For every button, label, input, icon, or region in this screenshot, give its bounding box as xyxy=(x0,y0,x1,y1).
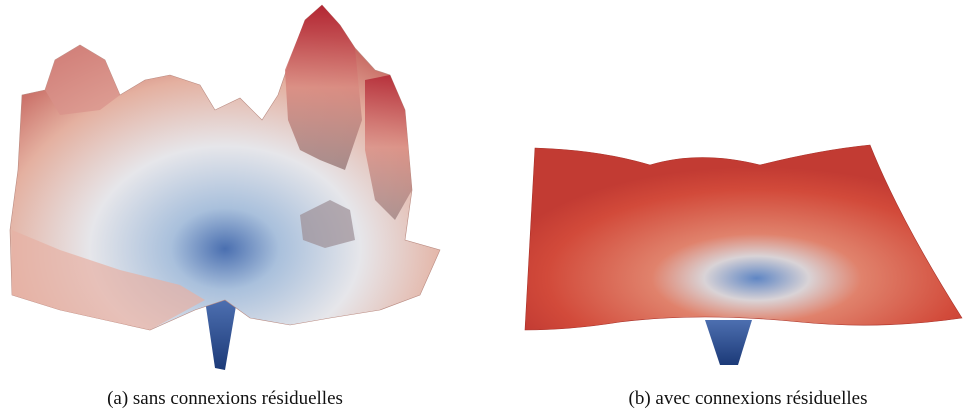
caption: (b) avec connexions résiduelles xyxy=(628,388,868,409)
surface-a xyxy=(9,4,441,370)
surface-b xyxy=(524,144,963,365)
caption: (a) sans connexions résiduelles xyxy=(107,388,343,409)
surface-plots xyxy=(9,4,963,370)
